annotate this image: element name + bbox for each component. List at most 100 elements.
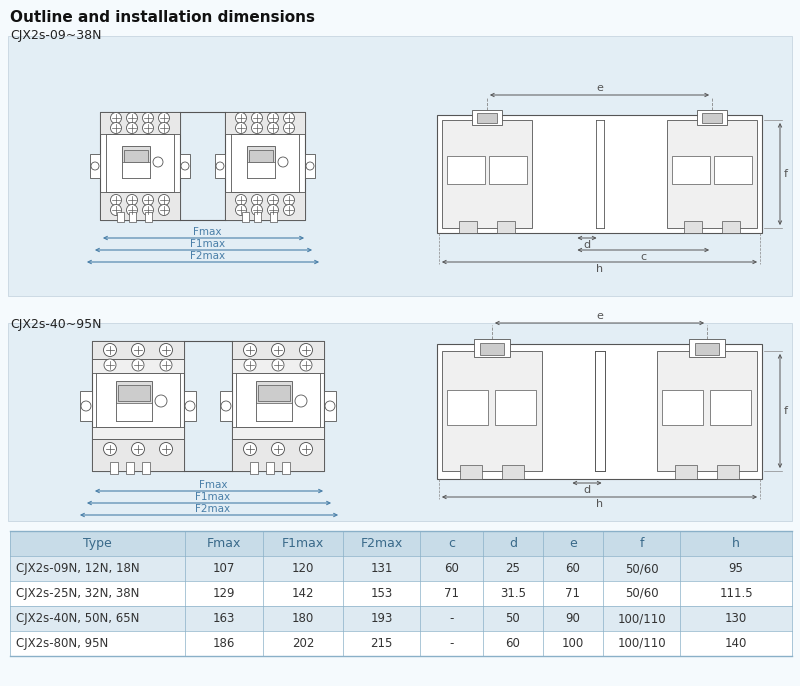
Text: d: d <box>583 240 590 250</box>
Circle shape <box>110 113 122 123</box>
Text: h: h <box>596 264 603 274</box>
Text: -: - <box>450 612 454 625</box>
Bar <box>80 391 92 421</box>
Bar <box>256 381 292 421</box>
Text: 129: 129 <box>213 587 235 600</box>
Circle shape <box>159 344 173 357</box>
Circle shape <box>251 113 262 123</box>
Text: f: f <box>784 169 788 179</box>
Circle shape <box>81 401 91 411</box>
Circle shape <box>91 162 99 170</box>
Bar <box>118 385 150 401</box>
Circle shape <box>155 395 167 407</box>
Bar <box>236 373 320 427</box>
Bar <box>495 390 536 425</box>
Bar <box>472 110 502 125</box>
Text: 100/110: 100/110 <box>617 612 666 625</box>
Circle shape <box>158 113 170 123</box>
Text: Type: Type <box>83 537 112 550</box>
Bar <box>8 36 792 296</box>
Circle shape <box>142 123 154 134</box>
Bar <box>667 120 757 228</box>
Bar <box>247 146 275 178</box>
Bar <box>270 212 277 222</box>
Text: 50/60: 50/60 <box>625 562 658 575</box>
Text: CJX2s-09N, 12N, 18N: CJX2s-09N, 12N, 18N <box>16 562 140 575</box>
Bar <box>8 323 792 521</box>
Bar <box>100 112 180 220</box>
Circle shape <box>251 204 262 215</box>
Circle shape <box>126 123 138 134</box>
Circle shape <box>278 157 288 167</box>
Bar <box>90 154 100 178</box>
Circle shape <box>110 204 122 215</box>
Bar <box>116 381 152 421</box>
Circle shape <box>272 359 284 371</box>
Bar <box>116 403 152 421</box>
Text: c: c <box>448 537 455 550</box>
Text: d: d <box>509 537 517 550</box>
Text: 111.5: 111.5 <box>719 587 753 600</box>
Circle shape <box>126 204 138 215</box>
Text: 163: 163 <box>213 612 235 625</box>
Text: -: - <box>450 637 454 650</box>
Bar <box>180 154 190 178</box>
Text: 31.5: 31.5 <box>500 587 526 600</box>
Bar <box>92 341 184 471</box>
Bar <box>145 212 152 222</box>
Bar <box>702 113 722 123</box>
Circle shape <box>283 123 294 134</box>
Text: f: f <box>784 406 788 416</box>
Bar <box>717 465 739 479</box>
Bar <box>242 212 249 222</box>
Circle shape <box>103 442 117 456</box>
Text: 25: 25 <box>506 562 521 575</box>
Circle shape <box>271 344 285 357</box>
Circle shape <box>235 123 246 134</box>
Bar <box>305 154 315 178</box>
Bar <box>10 606 792 631</box>
Text: 130: 130 <box>725 612 747 625</box>
Circle shape <box>126 195 138 206</box>
Circle shape <box>142 195 154 206</box>
Bar <box>502 465 524 479</box>
Bar <box>324 391 336 421</box>
Circle shape <box>159 442 173 456</box>
Bar <box>92 427 184 439</box>
Circle shape <box>142 113 154 123</box>
Bar <box>117 212 124 222</box>
Circle shape <box>243 344 257 357</box>
Bar <box>254 212 261 222</box>
Circle shape <box>300 359 312 371</box>
Bar <box>497 221 515 233</box>
Text: F2max: F2max <box>195 504 230 514</box>
Text: 71: 71 <box>566 587 581 600</box>
Text: d: d <box>583 485 590 495</box>
Text: 60: 60 <box>566 562 581 575</box>
Bar <box>474 339 510 357</box>
Bar <box>10 556 792 581</box>
Circle shape <box>267 195 278 206</box>
Bar <box>184 391 196 421</box>
Text: 50/60: 50/60 <box>625 587 658 600</box>
Circle shape <box>103 344 117 357</box>
Text: Fmax: Fmax <box>194 227 222 237</box>
Text: CJX2s-25N, 32N, 38N: CJX2s-25N, 32N, 38N <box>16 587 139 600</box>
Bar <box>258 385 290 401</box>
Bar <box>662 390 703 425</box>
Circle shape <box>271 442 285 456</box>
Bar <box>231 134 299 192</box>
Text: e: e <box>596 311 603 321</box>
Bar <box>695 343 719 355</box>
Circle shape <box>251 195 262 206</box>
Circle shape <box>295 395 307 407</box>
Bar <box>232 439 324 471</box>
Bar <box>714 156 751 184</box>
Bar <box>480 343 504 355</box>
Text: 100: 100 <box>562 637 584 650</box>
Circle shape <box>267 123 278 134</box>
Circle shape <box>158 123 170 134</box>
Bar <box>489 156 526 184</box>
Bar <box>250 462 258 474</box>
Text: F1max: F1max <box>282 537 324 550</box>
